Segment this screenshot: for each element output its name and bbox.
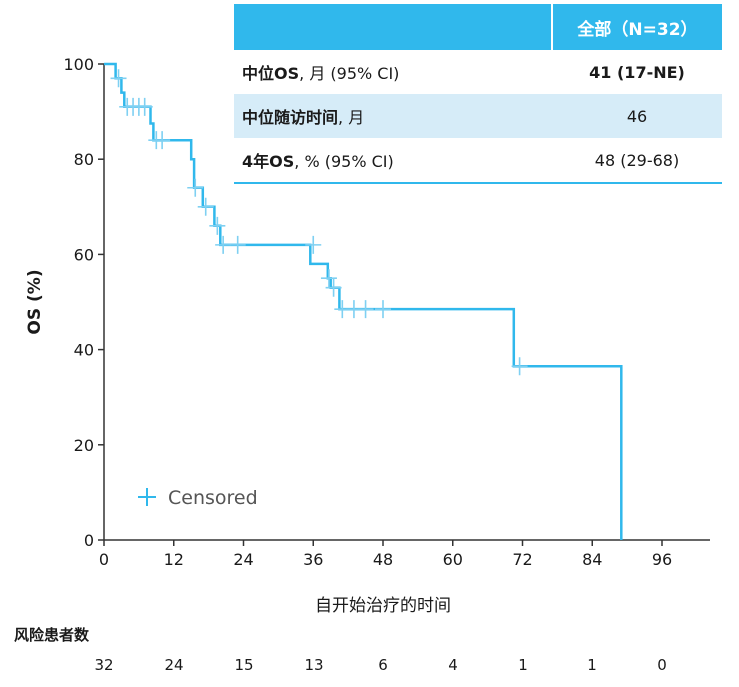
row-value: 46: [552, 94, 722, 138]
censor-mark: [511, 357, 528, 376]
summary-header-row: 全部（N=32）: [234, 4, 722, 50]
summary-header-all: 全部（N=32）: [552, 4, 722, 50]
summary-row-median-os: 中位OS, 月 (95% CI) 41 (17-NE): [234, 50, 722, 94]
axes: 0 20 40 60 80 100 0 12 24 36 48 60 72 84 96: [63, 55, 710, 569]
summary-row-4yr-os: 4年OS, % (95% CI) 48 (29-68): [234, 138, 722, 184]
y-tick-label: 40: [74, 341, 94, 360]
summary-table: 全部（N=32） 中位OS, 月 (95% CI) 41 (17-NE) 中位随…: [234, 4, 722, 184]
risk-count: 24: [164, 656, 184, 674]
x-tick-label: 60: [443, 550, 463, 569]
risk-count: 1: [518, 656, 528, 674]
legend: Censored: [138, 487, 258, 509]
risk-count: 1: [587, 656, 597, 674]
y-tick-label: 20: [74, 436, 94, 455]
y-tick-label: 0: [84, 531, 94, 550]
x-tick-label: 48: [373, 550, 393, 569]
row-label: 4年OS, % (95% CI): [234, 138, 552, 184]
row-label: 中位OS, 月 (95% CI): [242, 64, 400, 83]
row-value: 48 (29-68): [552, 138, 722, 184]
x-tick-label: 0: [99, 550, 109, 569]
legend-label: Censored: [168, 487, 258, 509]
risk-count: 13: [304, 656, 324, 674]
censor-mark: [325, 278, 342, 297]
risk-table-title: 风险患者数: [14, 626, 90, 644]
x-axis-title: 自开始治疗的时间: [315, 596, 451, 616]
x-tick-label: 96: [652, 550, 672, 569]
row-value: 41 (17-NE): [589, 62, 685, 82]
censor-mark: [229, 235, 246, 254]
censor-mark: [375, 300, 391, 319]
summary-row-median-followup: 中位随访时间, 月 46: [234, 94, 722, 138]
risk-count: 0: [657, 656, 667, 674]
risk-count: 15: [234, 656, 254, 674]
censor-mark: [215, 235, 232, 254]
summary-header-blank: [234, 4, 553, 50]
censor-mark: [305, 235, 322, 254]
row-label: 中位随访时间, 月: [234, 94, 552, 138]
legend-censor-marker: [138, 488, 156, 506]
censor-marks: [110, 69, 528, 376]
censor-mark: [197, 197, 214, 216]
y-tick-label: 80: [74, 150, 94, 169]
risk-count: 4: [448, 656, 458, 674]
censor-mark: [357, 300, 374, 319]
y-axis-title: OS (%): [25, 269, 45, 334]
y-tick-label: 100: [63, 55, 94, 74]
censor-mark: [209, 216, 226, 235]
y-tick-label: 60: [74, 245, 94, 264]
censor-mark: [110, 69, 127, 88]
censor-mark: [187, 178, 204, 197]
censor-mark: [320, 269, 337, 288]
x-tick-label: 24: [233, 550, 253, 569]
risk-count: 32: [94, 656, 114, 674]
x-tick-label: 12: [164, 550, 184, 569]
x-tick-label: 36: [303, 550, 323, 569]
censor-mark: [154, 131, 171, 150]
censor-mark: [136, 97, 153, 116]
x-tick-label: 84: [582, 550, 602, 569]
x-tick-label: 72: [512, 550, 532, 569]
risk-count: 6: [378, 656, 388, 674]
